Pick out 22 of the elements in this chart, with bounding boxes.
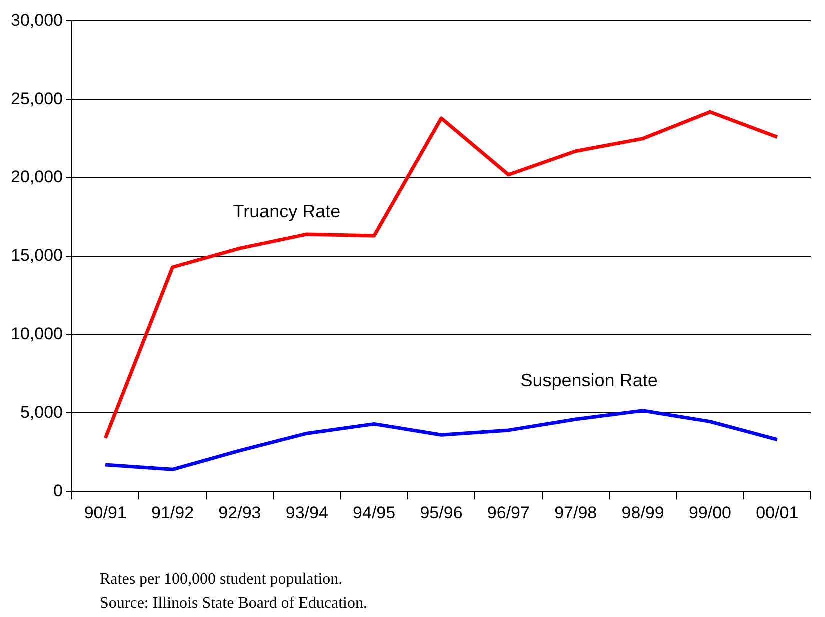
x-tick-label: 91/92 xyxy=(151,503,194,522)
y-tick-label: 10,000 xyxy=(10,324,63,344)
x-tick-label: 98/99 xyxy=(622,503,664,522)
series-label: Suspension Rate xyxy=(520,370,658,391)
y-tick-label: 15,000 xyxy=(10,246,63,266)
x-tick-label: 96/97 xyxy=(487,503,530,522)
x-tick-label: 00/01 xyxy=(756,503,799,522)
x-tick-label: 94/95 xyxy=(353,503,396,522)
x-tick-label: 93/94 xyxy=(286,503,328,522)
y-tick-label: 30,000 xyxy=(10,10,63,30)
source-note: Source: Illinois State Board of Education. xyxy=(100,594,368,614)
x-tick-label: 95/96 xyxy=(420,503,463,522)
y-tick-label: 5,000 xyxy=(20,402,63,422)
x-tick-label: 99/00 xyxy=(688,503,732,522)
x-tick-label: 90/91 xyxy=(84,503,127,522)
series-label: Truancy Rate xyxy=(233,202,341,222)
x-tick-label: 97/98 xyxy=(554,503,598,522)
text: Rates per 100,000 student population. xyxy=(100,570,344,590)
x-tick-label: 92/93 xyxy=(218,503,262,522)
y-tick-label: 20,000 xyxy=(10,168,63,187)
y-tick-label: 0 xyxy=(54,481,63,500)
y-tick-label: 25,000 xyxy=(10,89,63,108)
